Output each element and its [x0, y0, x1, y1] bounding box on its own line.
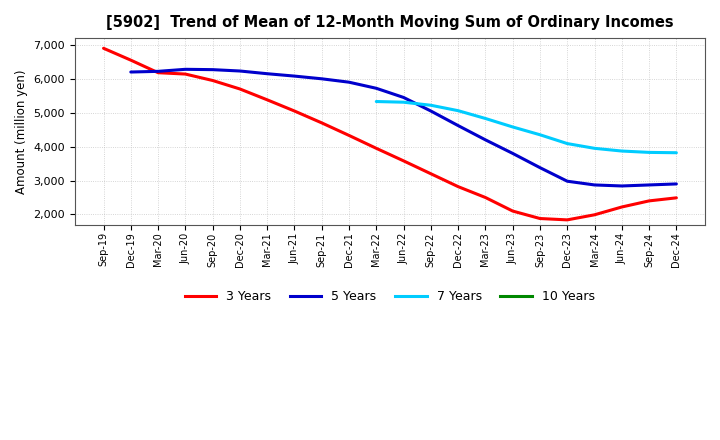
Title: [5902]  Trend of Mean of 12-Month Moving Sum of Ordinary Incomes: [5902] Trend of Mean of 12-Month Moving …: [106, 15, 674, 30]
Y-axis label: Amount (million yen): Amount (million yen): [15, 69, 28, 194]
Legend: 3 Years, 5 Years, 7 Years, 10 Years: 3 Years, 5 Years, 7 Years, 10 Years: [180, 285, 600, 308]
